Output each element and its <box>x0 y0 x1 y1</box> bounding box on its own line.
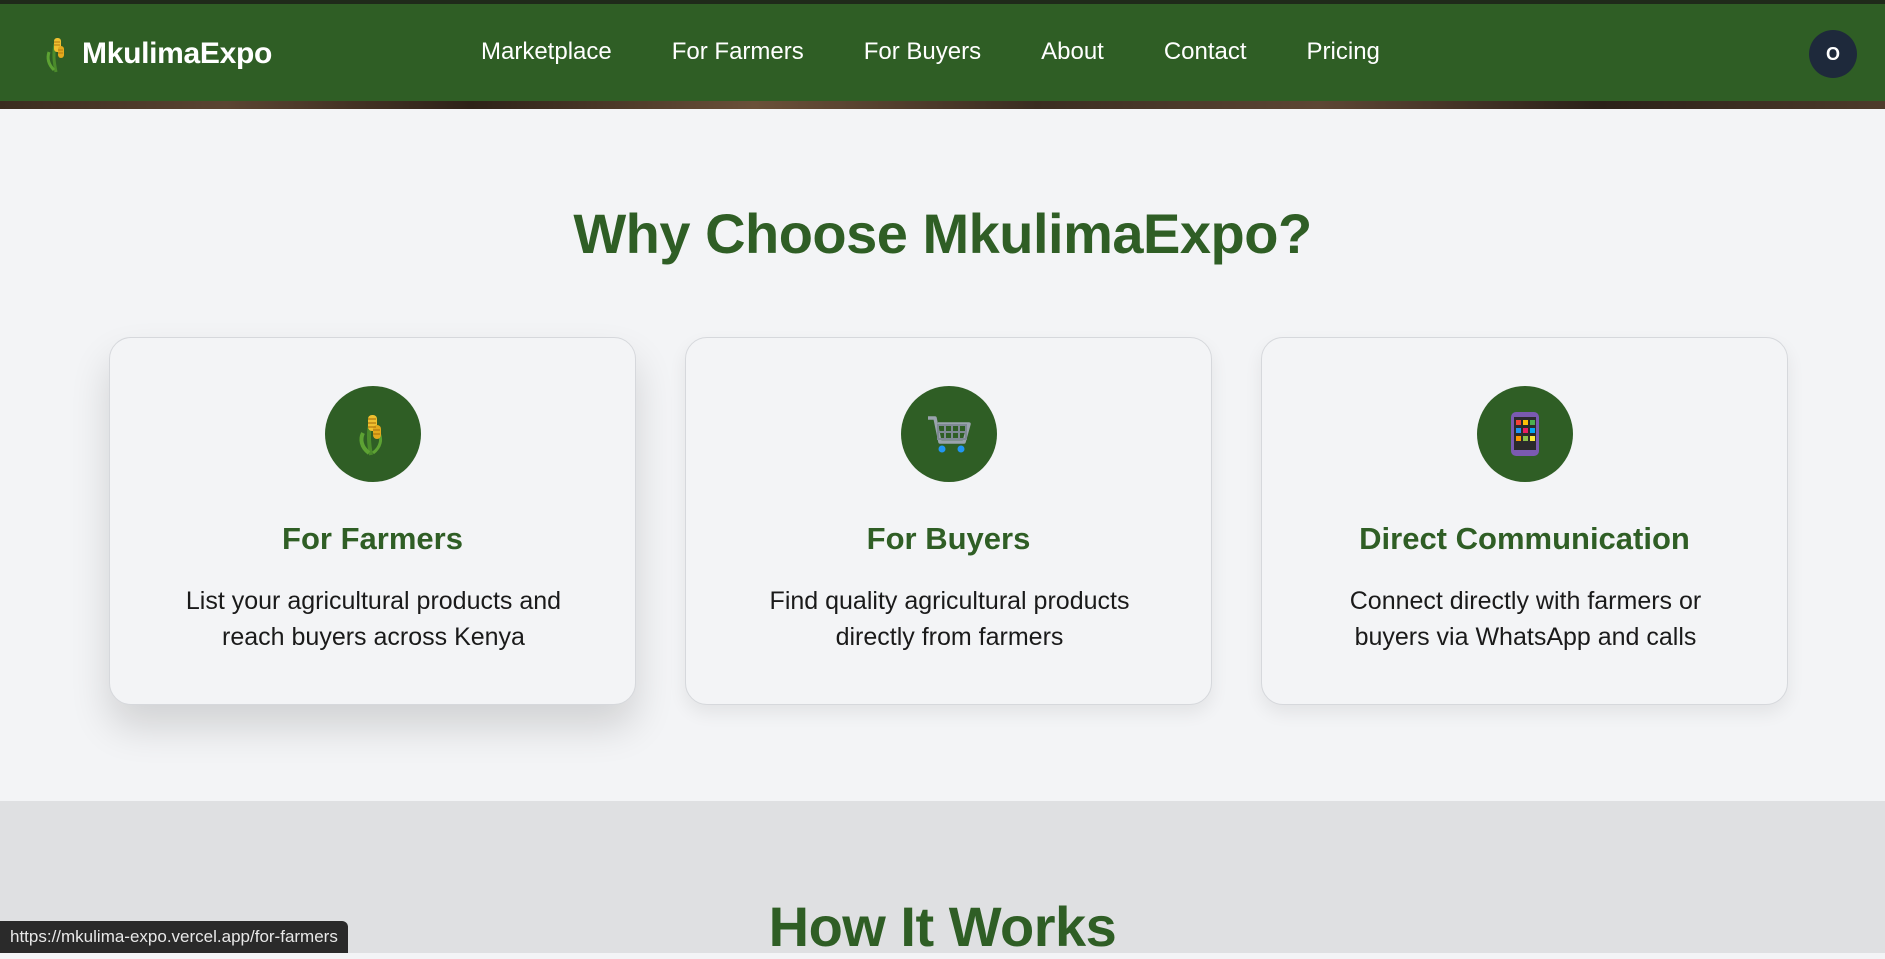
feature-card-description: List your agricultural products and reac… <box>185 587 562 651</box>
feature-card-for-farmers[interactable]: For Farmers List your agricultural produ… <box>109 337 636 705</box>
nav-link-for-farmers[interactable]: For Farmers <box>671 38 804 65</box>
feature-card-description: Connect directly with farmers or buyers … <box>1349 587 1702 651</box>
shopping-cart-icon <box>928 416 971 453</box>
feature-card-title: Direct Communication <box>1359 521 1690 556</box>
feature-icon-circle <box>901 386 997 482</box>
maize-icon <box>359 415 383 456</box>
feature-card-description: Find quality agricultural products direc… <box>769 587 1130 651</box>
nav-link-pricing[interactable]: Pricing <box>1306 38 1380 65</box>
navbar: MkulimaExpo Marketplace For Farmers For … <box>0 4 1885 101</box>
feature-icon-circle <box>325 386 421 482</box>
feature-card-direct-communication[interactable]: Direct Communication Connect directly wi… <box>1261 337 1788 705</box>
brand-logo-link[interactable]: MkulimaExpo <box>44 34 272 74</box>
feature-icon-circle <box>1477 386 1573 482</box>
feature-card-title: For Farmers <box>282 521 463 556</box>
user-avatar-button[interactable]: O <box>1809 30 1857 78</box>
browser-top-border <box>0 0 1885 4</box>
maize-icon <box>46 38 64 73</box>
nav-link-marketplace[interactable]: Marketplace <box>481 38 612 65</box>
nav-links: Marketplace For Farmers For Buyers About… <box>481 38 1380 66</box>
nav-link-for-buyers[interactable]: For Buyers <box>863 38 982 65</box>
why-choose-title: Why Choose MkulimaExpo? <box>573 202 1312 265</box>
why-choose-section: Why Choose MkulimaExpo? For Farmers List… <box>0 109 1885 801</box>
mobile-phone-icon <box>1511 412 1539 456</box>
nav-link-contact[interactable]: Contact <box>1163 38 1247 65</box>
how-it-works-title: How It Works <box>768 895 1117 958</box>
hero-image-edge <box>0 101 1885 109</box>
how-it-works-section: How It Works <box>0 801 1885 958</box>
brand-name: MkulimaExpo <box>82 37 273 70</box>
status-bar-url: https://mkulima-expo.vercel.app/for-farm… <box>0 921 348 953</box>
feature-card-title: For Buyers <box>866 521 1031 556</box>
feature-card-for-buyers[interactable]: For Buyers Find quality agricultural pro… <box>685 337 1212 705</box>
nav-link-about[interactable]: About <box>1041 38 1104 65</box>
